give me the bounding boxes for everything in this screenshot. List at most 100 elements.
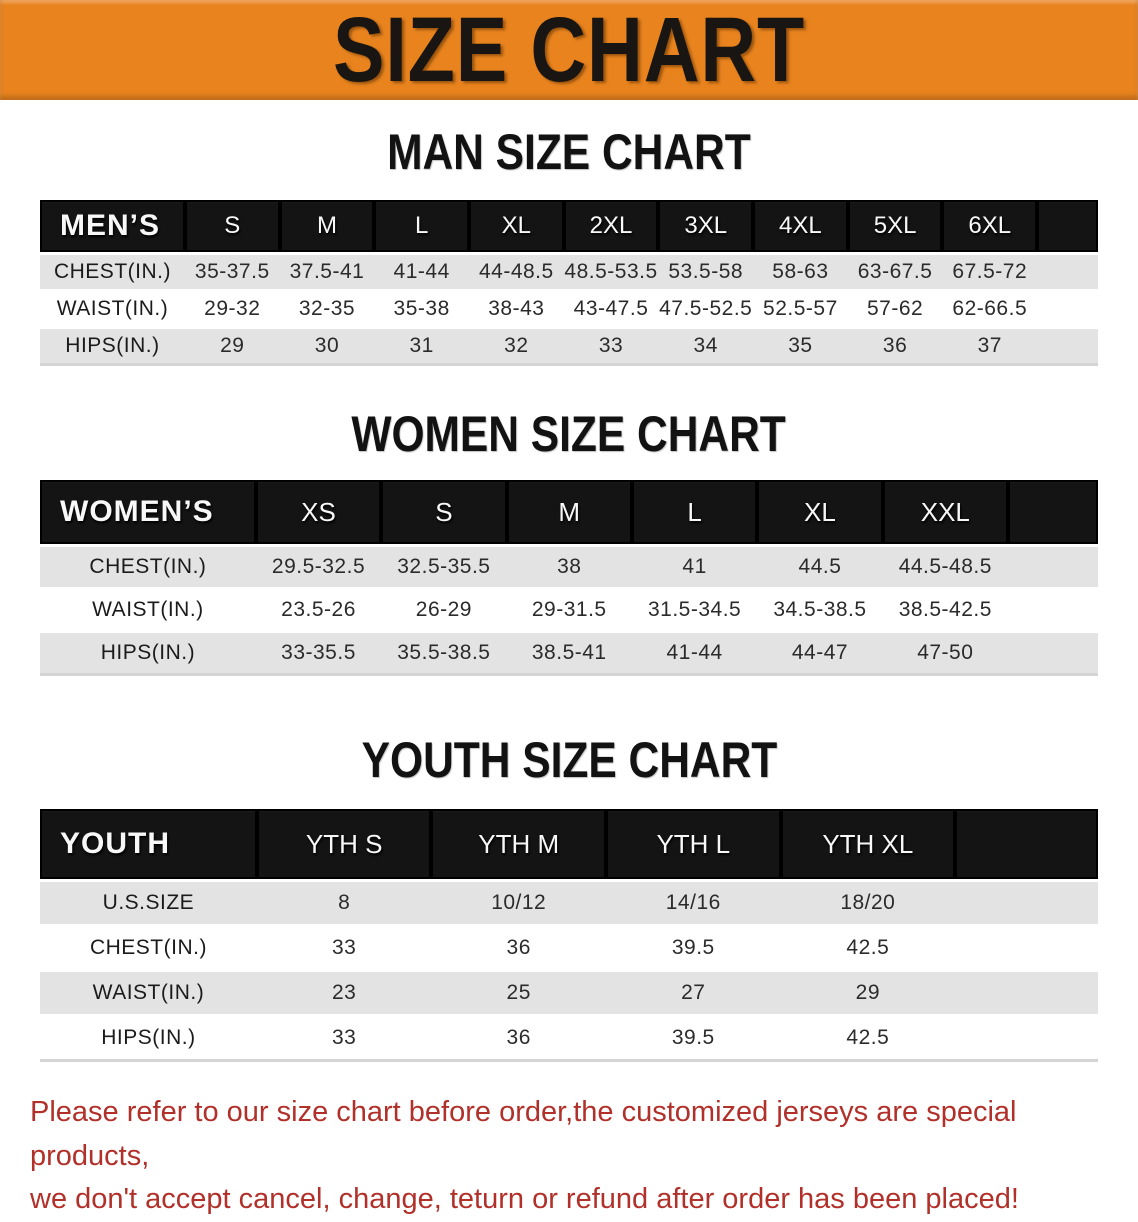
row-label: WAIST(IN.) [40,590,256,630]
size-value-cell: 39.5 [606,927,781,969]
size-value-cell: 48.5-53.5 [563,255,659,289]
size-value-cell: 57-62 [847,292,943,326]
size-value-cell: 36 [431,927,606,969]
size-value-cell: 35 [753,329,848,366]
size-value-cell: 18/20 [780,882,956,924]
women-heading-text: WOMEN SIZE CHART [351,406,787,462]
size-value-cell: 53.5-58 [658,255,754,289]
table-row: U.S.SIZE 8 10/12 14/16 18/20 [40,882,1098,924]
size-value-cell: 25 [431,972,606,1014]
table-group-label: WOMEN’S [40,480,256,544]
row-label: CHEST(IN.) [40,255,185,289]
column-header: L [631,480,758,544]
size-value-cell: 35-37.5 [184,255,280,289]
column-header: YTH M [431,809,606,879]
footer-notice: Please refer to our size chart before or… [30,1091,1118,1222]
row-pad-cell [1008,547,1098,587]
women-size-table: WOMEN’S XS S M L XL XXL CHEST(IN.) 29.5-32.5 32.5… [40,477,1098,679]
size-value-cell: 29 [184,329,280,366]
column-header: S [184,200,280,252]
women-section-heading: WOMEN SIZE CHART [0,369,1138,477]
size-value-cell: 41 [631,547,758,587]
table-group-label: MEN’S [40,200,185,252]
size-value-cell: 42.5 [780,927,956,969]
row-pad-cell [955,882,1098,924]
size-value-cell: 31.5-34.5 [631,590,758,630]
row-label: WAIST(IN.) [40,292,185,326]
section-women: WOMEN SIZE CHART WOMEN’S XS S M L XL XXL CHEST(… [0,369,1138,679]
row-label: CHEST(IN.) [40,927,257,969]
size-value-cell: 47-50 [882,633,1008,676]
column-header: XS [255,480,382,544]
size-value-cell: 33 [256,927,432,969]
size-value-cell: 44.5 [757,547,883,587]
size-value-cell: 32.5-35.5 [381,547,507,587]
column-header: 2XL [563,200,659,252]
column-header: YTH XL [780,809,956,879]
row-label: HIPS(IN.) [40,1017,257,1062]
section-youth: YOUTH SIZE CHART YOUTH YTH S YTH M YTH L YTH… [0,679,1138,1065]
size-value-cell: 44-48.5 [469,255,564,289]
header-pad-cell [1008,480,1098,544]
size-value-cell: 31 [374,329,469,366]
size-value-cell: 10/12 [431,882,606,924]
notice-line-2: we don't accept cancel, change, teturn o… [30,1183,1019,1215]
men-heading-text: MAN SIZE CHART [387,124,751,180]
size-value-cell: 41-44 [374,255,469,289]
page-title: SIZE CHART [332,0,806,101]
size-value-cell: 30 [279,329,375,366]
size-value-cell: 38.5-41 [506,633,632,676]
size-value-cell: 42.5 [780,1017,956,1062]
table-group-label: YOUTH [40,809,257,879]
header-row: YOUTH YTH S YTH M YTH L YTH XL [40,809,1098,879]
row-label: HIPS(IN.) [40,633,256,676]
column-header: M [506,480,632,544]
size-value-cell: 23 [256,972,432,1014]
size-value-cell: 35-38 [374,292,469,326]
row-label: CHEST(IN.) [40,547,256,587]
table-row: WAIST(IN.) 29-32 32-35 35-38 38-43 43-47.5 47.… [40,292,1098,326]
table-row: CHEST(IN.) 29.5-32.5 32.5-35.5 38 41 44.5 44.5… [40,547,1098,587]
column-header: XXL [882,480,1008,544]
table-row: HIPS(IN.) 33-35.5 35.5-38.5 38.5-41 41-44 44-… [40,633,1098,676]
youth-size-table: YOUTH YTH S YTH M YTH L YTH XL U.S.SIZE 8 10/12… [40,806,1098,1065]
size-value-cell: 38 [506,547,632,587]
size-value-cell: 14/16 [606,882,781,924]
row-label: WAIST(IN.) [40,972,257,1014]
size-value-cell: 38.5-42.5 [882,590,1008,630]
size-value-cell: 33-35.5 [255,633,382,676]
row-label: U.S.SIZE [40,882,257,924]
size-value-cell: 38-43 [469,292,564,326]
header-pad-cell [1037,200,1098,252]
banner: SIZE CHART [0,0,1138,100]
size-value-cell: 29.5-32.5 [255,547,382,587]
column-header: YTH L [606,809,781,879]
notice-line-1: Please refer to our size chart before or… [30,1096,1017,1172]
youth-heading-text: YOUTH SIZE CHART [361,732,777,788]
row-pad-cell [1037,329,1098,366]
table-row: WAIST(IN.) 23 25 27 29 [40,972,1098,1014]
table-row: HIPS(IN.) 33 36 39.5 42.5 [40,1017,1098,1062]
size-value-cell: 52.5-57 [753,292,848,326]
size-value-cell: 33 [256,1017,432,1062]
column-header: XL [757,480,883,544]
size-value-cell: 41-44 [631,633,758,676]
size-value-cell: 32 [469,329,564,366]
row-pad-cell [1008,590,1098,630]
size-value-cell: 67.5-72 [942,255,1038,289]
size-value-cell: 34 [658,329,754,366]
size-value-cell: 62-66.5 [942,292,1038,326]
size-value-cell: 33 [563,329,659,366]
size-value-cell: 35.5-38.5 [381,633,507,676]
youth-section-heading: YOUTH SIZE CHART [0,679,1138,806]
row-pad-cell [1037,255,1098,289]
size-value-cell: 36 [847,329,943,366]
column-header: M [279,200,375,252]
row-pad-cell [955,972,1098,1014]
size-value-cell: 29-31.5 [506,590,632,630]
column-header: L [374,200,469,252]
size-value-cell: 44.5-48.5 [882,547,1008,587]
column-header: XL [469,200,564,252]
size-value-cell: 29-32 [184,292,280,326]
